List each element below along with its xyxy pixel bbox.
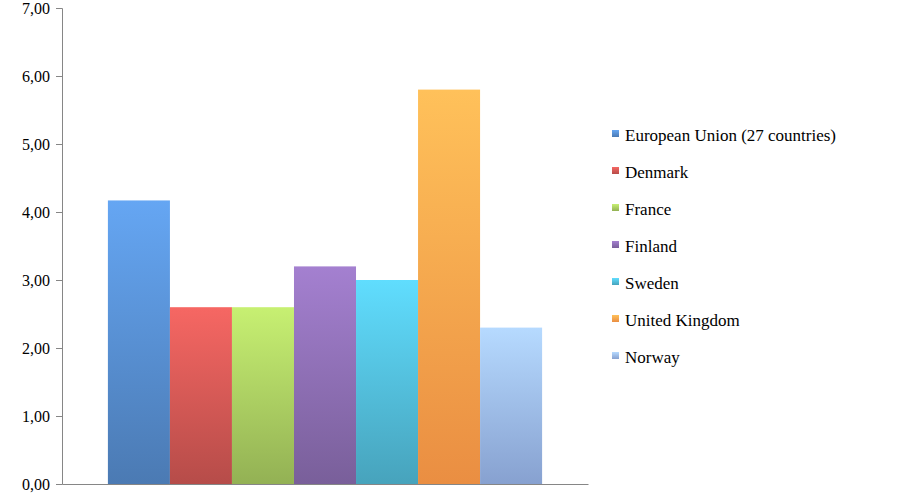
y-tick: 5,00	[22, 136, 62, 153]
y-tick-mark	[56, 144, 62, 145]
y-tick-mark	[56, 212, 62, 213]
y-tick: 3,00	[22, 272, 62, 289]
legend-label: Norway	[625, 348, 680, 367]
legend-swatch	[612, 278, 619, 285]
legend-item: European Union (27 countries)	[612, 126, 836, 145]
y-tick-mark	[56, 76, 62, 77]
y-tick-label: 7,00	[22, 0, 50, 17]
y-tick-label: 2,00	[22, 340, 50, 357]
bar	[418, 90, 480, 484]
legend-swatch	[612, 315, 619, 322]
y-tick-label: 5,00	[22, 136, 50, 153]
y-axis-line	[56, 9, 63, 485]
legend-label: United Kingdom	[625, 311, 740, 330]
chart: 0,00 1,00 2,00 3,00 4,00 5,00 6,00 7,00 European…	[0, 0, 913, 493]
x-axis-line	[63, 484, 589, 485]
y-tick: 6,00	[22, 68, 62, 85]
y-tick: 1,00	[22, 408, 62, 425]
legend-item: United Kingdom	[612, 311, 740, 330]
legend-item: France	[612, 200, 671, 219]
y-tick-mark	[56, 416, 62, 417]
y-tick-mark	[56, 484, 62, 485]
legend-item: Sweden	[612, 274, 679, 293]
legend-swatch	[612, 204, 619, 211]
y-tick-label: 6,00	[22, 68, 50, 85]
y-tick: 2,00	[22, 340, 62, 357]
y-tick: 7,00	[22, 0, 62, 17]
y-axis: 0,00 1,00 2,00 3,00 4,00 5,00 6,00 7,00	[22, 0, 63, 493]
bar	[356, 280, 418, 484]
y-tick: 0,00	[22, 476, 62, 493]
legend-label: Denmark	[625, 163, 689, 182]
legend-item: Norway	[612, 348, 680, 367]
y-tick-label: 1,00	[22, 408, 50, 425]
legend-label: Finland	[625, 237, 677, 256]
bar	[170, 307, 232, 484]
legend-swatch	[612, 167, 619, 174]
y-tick-mark	[56, 280, 62, 281]
legend-label: Sweden	[625, 274, 679, 293]
y-tick-mark	[56, 8, 62, 9]
x-axis	[63, 484, 589, 485]
legend-swatch	[612, 241, 619, 248]
bar	[232, 307, 294, 484]
bar	[294, 266, 356, 484]
legend-swatch	[612, 130, 619, 137]
y-tick-label: 4,00	[22, 204, 50, 221]
legend-item: Denmark	[612, 163, 689, 182]
legend-label: France	[625, 200, 671, 219]
bars	[108, 90, 542, 484]
y-tick-label: 0,00	[22, 476, 50, 493]
y-tick: 4,00	[22, 204, 62, 221]
legend: European Union (27 countries) Denmark Fran…	[612, 126, 836, 367]
y-tick-label: 3,00	[22, 272, 50, 289]
bar	[108, 200, 170, 484]
bar	[480, 328, 542, 484]
legend-item: Finland	[612, 237, 677, 256]
y-tick-mark	[56, 348, 62, 349]
legend-swatch	[612, 352, 619, 359]
legend-label: European Union (27 countries)	[625, 126, 836, 145]
